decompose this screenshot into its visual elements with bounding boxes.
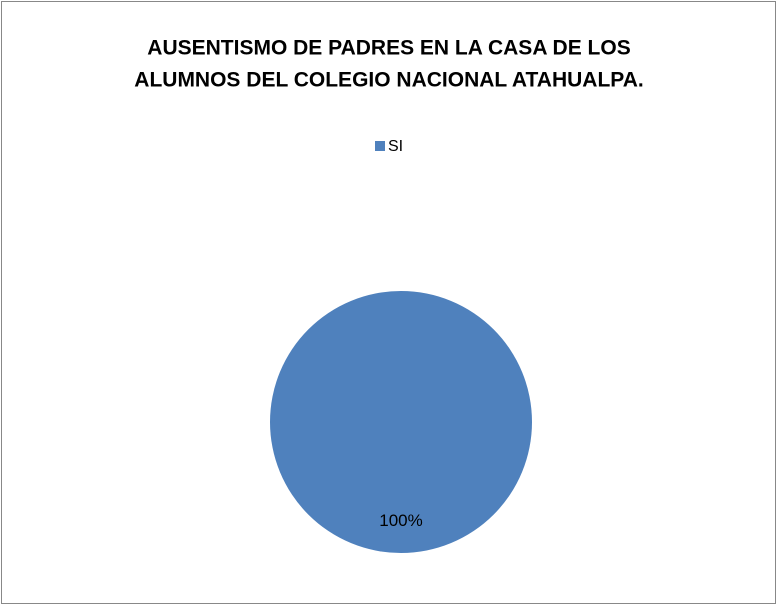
data-label: 100% (379, 511, 422, 530)
pie-slice (270, 291, 532, 553)
chart-title: ALUMNOS DEL COLEGIO NACIONAL ATAHUALPA. (134, 69, 643, 92)
chart-title: AUSENTISMO DE PADRES EN LA CASA DE LOS (147, 37, 630, 60)
legend-label: SI (388, 138, 403, 155)
legend-swatch (375, 141, 385, 151)
